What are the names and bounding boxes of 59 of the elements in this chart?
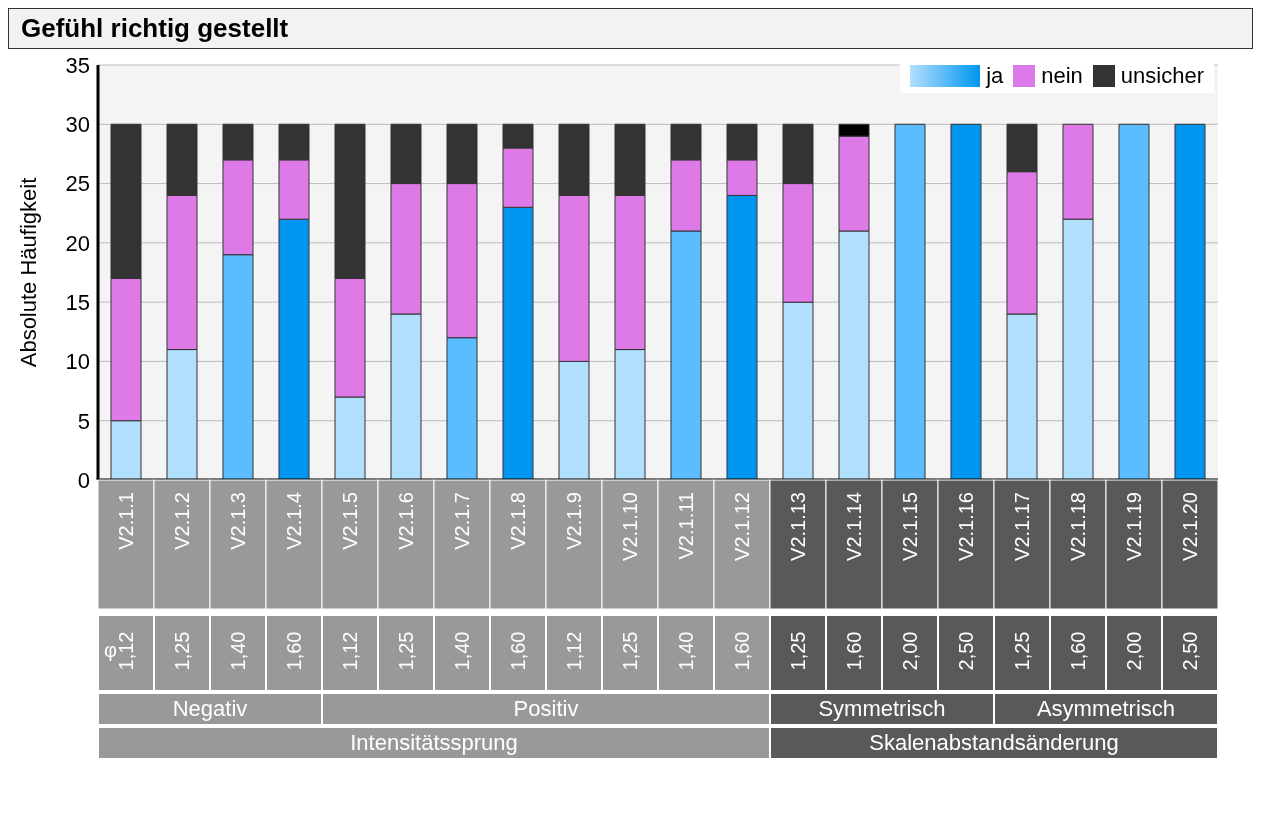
y-tick-label: 20 bbox=[65, 230, 90, 256]
text: 1,25 bbox=[1010, 631, 1034, 671]
x-tick-label: V2.1.19 bbox=[1123, 492, 1145, 561]
text: 2,50 bbox=[1178, 631, 1202, 671]
text: 1,40 bbox=[226, 631, 250, 671]
text: 2,00 bbox=[1122, 631, 1146, 671]
text: 1,25 bbox=[394, 631, 418, 671]
x-tick-label: V2.1.1 bbox=[115, 492, 137, 550]
x-tick-label: V2.1.3 bbox=[227, 492, 249, 550]
x-tick-label: V2.1.6 bbox=[395, 492, 417, 550]
text: 2,50 bbox=[954, 631, 978, 671]
x-tick-label: V2.1.4 bbox=[283, 492, 305, 550]
x-tick-label: V2.1.20 bbox=[1179, 492, 1201, 561]
text: Asymmetrisch bbox=[994, 693, 1218, 725]
text: 1,60 bbox=[282, 631, 306, 671]
x-tick-label: V2.1.5 bbox=[339, 492, 361, 550]
text: 1,12 bbox=[562, 631, 586, 671]
text: 1,25 bbox=[170, 631, 194, 671]
x-tick-label: V2.1.7 bbox=[451, 492, 473, 550]
x-tick-label: V2.1.18 bbox=[1067, 492, 1089, 561]
text: 2,00 bbox=[898, 631, 922, 671]
x-tick-label: V2.1.10 bbox=[619, 492, 641, 561]
y-tick-label: 30 bbox=[65, 112, 90, 138]
text: 1,40 bbox=[450, 631, 474, 671]
y-tick-label: 5 bbox=[77, 408, 90, 434]
y-tick-label: 25 bbox=[65, 171, 90, 197]
text: 1,60 bbox=[506, 631, 530, 671]
y-tick-label: 15 bbox=[65, 289, 90, 315]
text: φ bbox=[104, 639, 117, 662]
x-tick-label: V2.1.11 bbox=[675, 492, 697, 560]
text: Intensitätssprung bbox=[98, 727, 770, 759]
x-tick-label: V2.1.8 bbox=[507, 492, 529, 550]
x-tick-label: V2.1.12 bbox=[731, 492, 753, 561]
x-tick-label: V2.1.13 bbox=[787, 492, 809, 561]
text: Symmetrisch bbox=[770, 693, 994, 725]
y-axis-title: Absolute Häufigkeit bbox=[15, 177, 41, 368]
text: 1,60 bbox=[1066, 631, 1090, 671]
text: Skalenabstandsänderung bbox=[770, 727, 1218, 759]
legend-label: nein bbox=[1041, 63, 1083, 89]
text: 1,12 bbox=[338, 631, 362, 671]
text: 1,40 bbox=[674, 631, 698, 671]
x-tick-label: V2.1.2 bbox=[171, 492, 193, 550]
chart-title: Gefühl richtig gestellt bbox=[8, 8, 1253, 49]
y-tick-label: 0 bbox=[77, 467, 90, 493]
text: 1,25 bbox=[786, 631, 810, 671]
x-tick-label: V2.1.9 bbox=[563, 492, 585, 550]
legend-label: ja bbox=[986, 63, 1004, 89]
x-tick-label: V2.1.16 bbox=[955, 492, 977, 561]
text: 1,60 bbox=[842, 631, 866, 671]
text: Positiv bbox=[322, 693, 770, 725]
x-tick-label: V2.1.17 bbox=[1011, 492, 1033, 561]
x-tick-label: V2.1.14 bbox=[843, 492, 865, 561]
y-tick-label: 10 bbox=[65, 349, 90, 375]
legend-label: unsicher bbox=[1120, 63, 1204, 89]
text: 1,25 bbox=[618, 631, 642, 671]
x-tick-label: V2.1.15 bbox=[899, 492, 921, 561]
y-tick-label: 35 bbox=[65, 52, 90, 78]
text: 1,60 bbox=[730, 631, 754, 671]
text: Negativ bbox=[98, 693, 322, 725]
